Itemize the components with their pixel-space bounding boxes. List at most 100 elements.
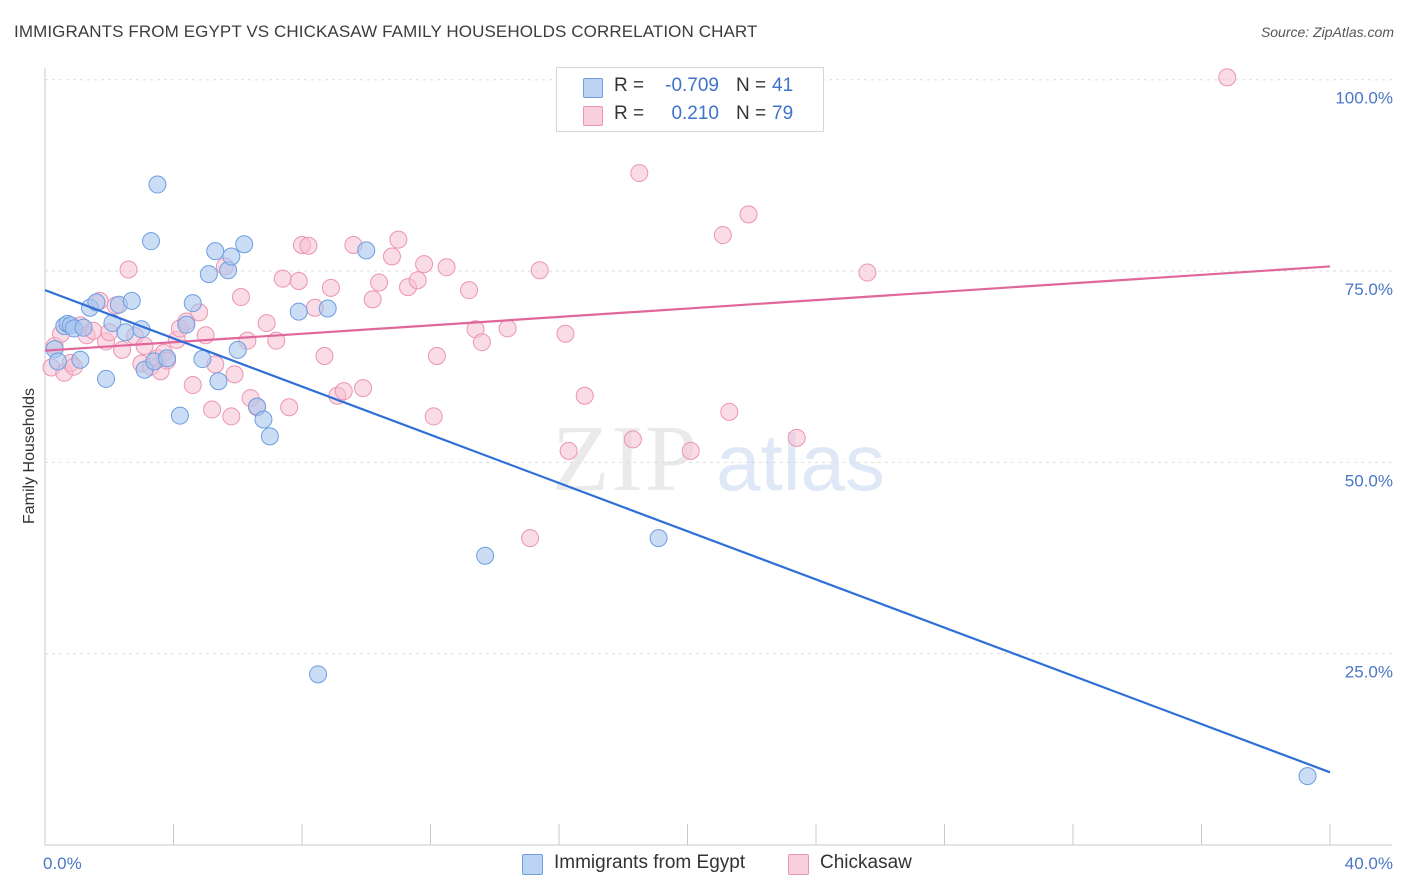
egypt-point-7 — [74, 318, 93, 337]
chickasaw-point-57 — [408, 271, 427, 290]
egypt-point-20 — [158, 349, 177, 368]
chickasaw-point-47 — [321, 278, 340, 297]
stats-legend: R = -0.709 N = 41 R = 0.210 N = 79 — [556, 67, 824, 132]
egypt-point-13 — [116, 323, 135, 342]
legend-row-chickasaw: R = 0.210 N = 79 — [557, 100, 823, 130]
r-label: R = — [614, 103, 645, 124]
chickasaw-point-69 — [575, 386, 594, 405]
axes — [44, 68, 1392, 846]
chickasaw-point-79 — [521, 529, 540, 548]
egypt-swatch — [583, 78, 603, 98]
chickasaw-point-71 — [630, 164, 649, 183]
egypt-point-10 — [97, 369, 116, 388]
watermark-zip: ZIP — [552, 407, 699, 511]
egypt-point-29 — [222, 247, 241, 266]
egypt-point-23 — [183, 294, 202, 313]
chickasaw-point-41 — [280, 398, 299, 417]
chickasaw-point-62 — [460, 281, 479, 300]
chart-title: IMMIGRANTS FROM EGYPT VS CHICKASAW FAMIL… — [14, 22, 758, 41]
egypt-point-31 — [235, 235, 254, 254]
chickasaw-point-44 — [299, 236, 318, 255]
n-label: N = — [736, 75, 767, 96]
chickasaw-point-64 — [472, 333, 491, 352]
chickasaw-point-40 — [273, 269, 292, 288]
zipatlas-watermark: ZIP atlas — [552, 407, 885, 511]
egypt-point-36 — [309, 665, 328, 684]
chickasaw-swatch — [788, 854, 809, 875]
egypt-point-39 — [476, 546, 495, 565]
egypt-point-41 — [1298, 767, 1317, 786]
chickasaw-point-73 — [713, 226, 732, 245]
y-tick-label-0: 25.0% — [1345, 663, 1393, 682]
y-tick-label-2: 75.0% — [1345, 280, 1393, 299]
egypt-point-34 — [260, 427, 279, 446]
egypt-point-37 — [318, 299, 337, 318]
chickasaw-point-65 — [498, 319, 517, 338]
chickasaw-point-26 — [183, 376, 202, 395]
r-label: R = — [614, 75, 645, 96]
chickasaw-point-13 — [113, 340, 132, 359]
chickasaw-point-61 — [437, 258, 456, 277]
chickasaw-point-49 — [334, 382, 353, 401]
legend-row-egypt: R = -0.709 N = 41 — [557, 72, 823, 102]
egypt-point-9 — [87, 293, 106, 312]
chickasaw-point-51 — [354, 379, 373, 398]
chickasaw-point-78 — [1218, 68, 1237, 87]
chickasaw-point-52 — [363, 290, 382, 309]
y-tick-label-1: 50.0% — [1345, 471, 1393, 490]
y-tick-label-3: 100.0% — [1335, 89, 1393, 108]
trend-lines — [44, 265, 1331, 774]
legend-label-egypt: Immigrants from Egypt — [554, 852, 746, 873]
chickasaw-point-46 — [315, 346, 334, 365]
chickasaw-swatch — [583, 106, 603, 126]
chickasaw-point-75 — [739, 205, 758, 224]
chickasaw-point-66 — [530, 261, 549, 280]
chickasaw-point-33 — [225, 365, 244, 384]
r-value: -0.709 — [665, 75, 719, 96]
chickasaw-point-29 — [203, 400, 222, 419]
gridlines — [45, 79, 1392, 655]
egypt-point-26 — [206, 242, 225, 261]
egypt-point-30 — [228, 340, 247, 359]
egypt-point-19 — [148, 175, 167, 194]
chickasaw-point-32 — [222, 407, 241, 426]
chickasaw-point-76 — [787, 428, 806, 447]
egypt-trend-line — [44, 289, 1331, 774]
egypt-point-35 — [289, 302, 308, 321]
chickasaw-point-58 — [415, 255, 434, 274]
egypt-point-1 — [48, 352, 67, 371]
egypt-point-21 — [170, 406, 189, 425]
chickasaw-point-54 — [382, 247, 401, 266]
egypt-point-25 — [199, 265, 218, 284]
chickasaw-point-77 — [858, 263, 877, 282]
chickasaw-point-17 — [135, 337, 154, 356]
egypt-point-6 — [71, 350, 90, 369]
chickasaw-point-55 — [389, 230, 408, 249]
chickasaw-trend-line — [44, 265, 1331, 352]
egypt-point-33 — [254, 410, 273, 429]
n-label: N = — [736, 103, 767, 124]
egypt-point-38 — [357, 241, 376, 260]
x-tick-labels: 0.0% 40.0% — [43, 854, 1393, 873]
chickasaw-point-42 — [289, 271, 308, 290]
chickasaw-point-72 — [681, 441, 700, 460]
chickasaw-point-38 — [257, 314, 276, 333]
n-value: 41 — [772, 75, 794, 96]
legend-label-chickasaw: Chickasaw — [820, 852, 912, 873]
chickasaw-point-70 — [623, 430, 642, 449]
egypt-point-27 — [209, 372, 228, 391]
chickasaw-point-34 — [231, 288, 250, 307]
x-tick-label-1: 40.0% — [1345, 854, 1393, 873]
egypt-point-22 — [177, 315, 196, 334]
chickasaw-point-74 — [720, 402, 739, 421]
chickasaw-point-68 — [559, 441, 578, 460]
egypt-point-24 — [193, 350, 212, 369]
chickasaw-point-14 — [119, 260, 138, 279]
series-legend: Immigrants from Egypt Chickasaw — [0, 852, 1406, 878]
egypt-point-14 — [122, 291, 141, 310]
r-value: 0.210 — [671, 103, 719, 124]
source-credit: Source: ZipAtlas.com — [1260, 24, 1394, 40]
egypt-point-17 — [142, 232, 161, 251]
y-axis-title: Family Households — [21, 388, 38, 524]
